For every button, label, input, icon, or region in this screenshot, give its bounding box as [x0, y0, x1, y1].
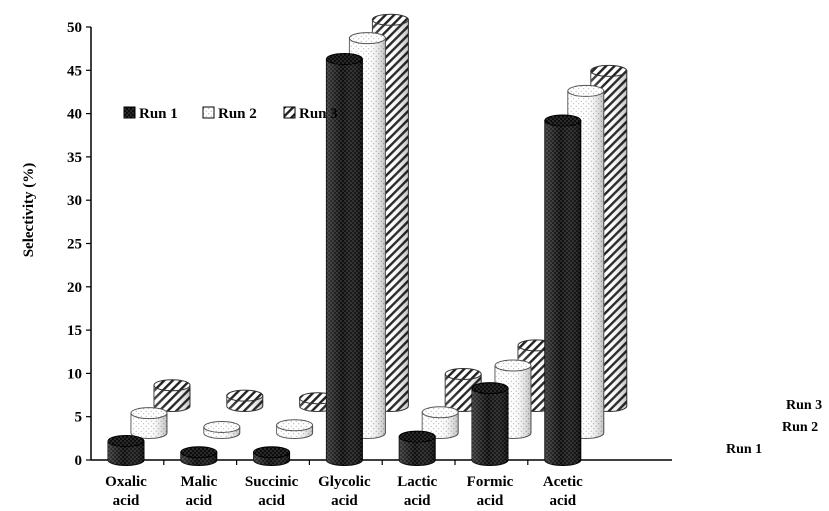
y-tick-label: 15 [67, 323, 82, 339]
bar-top [544, 114, 582, 127]
bar-run-1 [471, 382, 509, 466]
y-tick-label: 45 [67, 63, 82, 79]
bar-shade [154, 385, 190, 412]
bar-run-1 [107, 434, 145, 466]
depth-axis-label: Run 2 [782, 420, 818, 435]
legend-label: Run 2 [218, 106, 257, 122]
bar-run-3 [226, 389, 264, 412]
legend-label: Run 1 [139, 106, 178, 122]
bar-top [203, 420, 241, 433]
bar-top [398, 430, 436, 443]
bar-shade [108, 440, 144, 466]
bar-top [371, 13, 409, 26]
bar-run-2 [203, 420, 241, 439]
y-tick-label: 5 [75, 410, 83, 426]
y-tick-label: 40 [67, 107, 82, 123]
bar-top [226, 389, 264, 402]
bars [107, 13, 628, 466]
bar-top [107, 434, 145, 447]
bar-top [421, 406, 459, 419]
x-tick-label: acid [331, 493, 358, 509]
legend-label: Run 3 [299, 106, 338, 122]
legend-swatch [283, 106, 296, 119]
legend-swatch [123, 106, 136, 119]
bar-top [276, 419, 314, 432]
bar-run-1 [325, 53, 363, 466]
bar-shade [399, 436, 436, 466]
bar-top [180, 446, 218, 459]
x-tick-label: Oxalic [105, 474, 147, 490]
x-tick-label: Succinic [245, 474, 299, 490]
bar-shade [544, 120, 581, 466]
legend-item: Run 2 [202, 106, 257, 122]
bar-run-2 [421, 406, 459, 439]
y-tick-label: 35 [67, 150, 82, 166]
bar-shade [422, 412, 459, 439]
x-tick-label: Formic [467, 474, 514, 490]
bar-top [590, 64, 628, 77]
bar-top [471, 382, 509, 395]
x-tick-label: acid [477, 493, 504, 509]
depth-axis-label: Run 1 [726, 442, 762, 457]
bar-shade [326, 59, 363, 466]
bar-run-1 [398, 430, 436, 466]
x-tick-label: Lactic [397, 474, 437, 490]
bar-top [130, 407, 168, 420]
x-tick-label: acid [113, 493, 140, 509]
x-tick-label: Glycolic [318, 474, 371, 490]
bar-top [444, 367, 482, 380]
y-tick-label: 10 [67, 366, 82, 382]
bar-run-1 [180, 446, 218, 466]
bar-top [325, 53, 363, 66]
x-tick-label: acid [404, 493, 431, 509]
bar-shade [131, 413, 167, 439]
bar-top [348, 32, 386, 45]
x-tick-label: acid [185, 493, 212, 509]
y-tick-label: 20 [67, 280, 82, 296]
y-tick-label: 25 [67, 237, 82, 253]
depth-axis-label: Run 3 [786, 398, 822, 413]
x-tick-label: acid [258, 493, 285, 509]
y-ticks: 0 5 10 15 20 25 30 35 40 45 50 [67, 20, 91, 469]
bar-top [494, 359, 532, 372]
depth-axis-labels: Run 1 Run 2 Run 3 [726, 398, 822, 457]
y-tick-label: 50 [67, 20, 82, 36]
bar-run-3 [153, 379, 191, 412]
bar-run-2 [276, 419, 314, 439]
bar-top [567, 84, 605, 97]
y-tick-label: 0 [75, 453, 83, 469]
bar-top [253, 446, 291, 459]
legend-swatch [202, 106, 215, 119]
bar-shade [472, 388, 508, 466]
x-labels: Oxalic acid Malic acid Succinic acid Glycolic a… [105, 460, 583, 509]
x-tick-label: Malic [180, 474, 217, 490]
bar-run-1 [544, 114, 582, 466]
x-tick-label: acid [549, 493, 576, 509]
legend-item: Run 3 [283, 106, 338, 122]
x-tick-label: Acetic [543, 474, 583, 490]
y-axis-label: Selectivity (%) [21, 163, 37, 258]
y-tick-label: 30 [67, 193, 82, 209]
bar-run-2 [130, 407, 168, 439]
legend-item: Run 1 [123, 106, 178, 122]
bar-top [153, 379, 191, 392]
bar-run-1 [253, 446, 291, 466]
legend: Run 1 Run 2 Run 3 [123, 106, 338, 122]
